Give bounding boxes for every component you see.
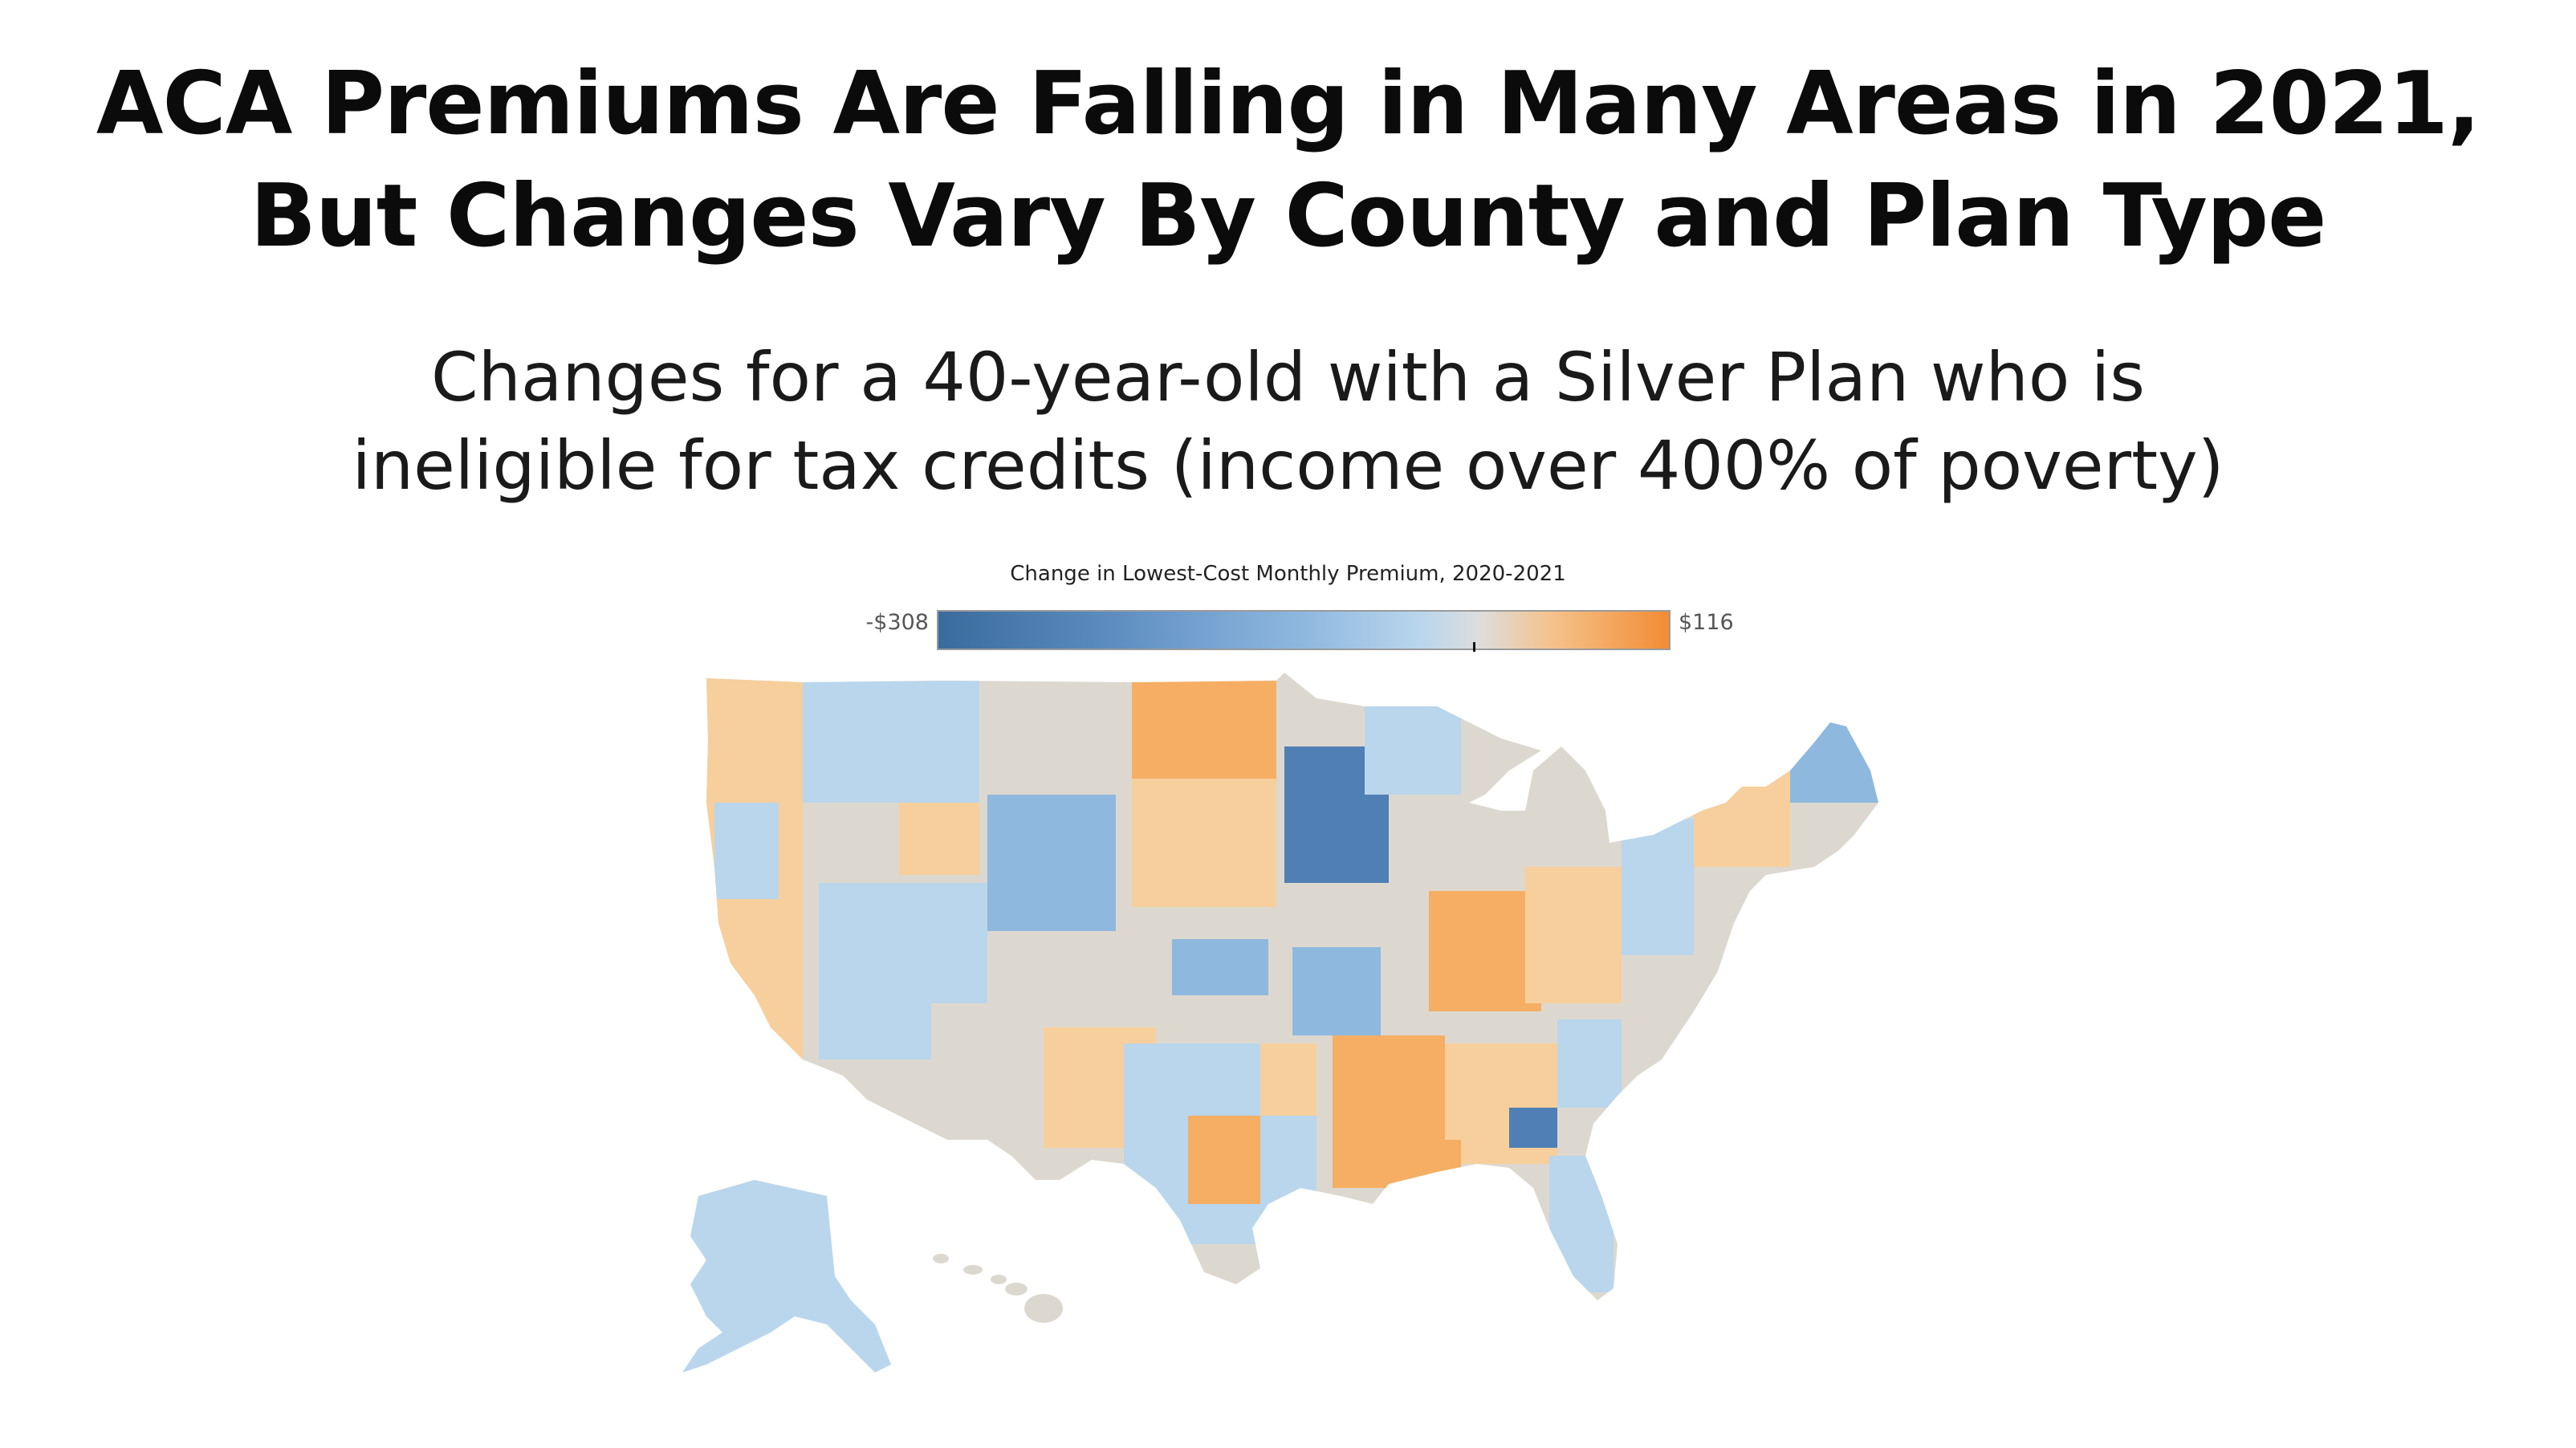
region-arizona [931, 1003, 1044, 1124]
subtitle-line-1: Changes for a 40-year-old with a Silver … [430, 338, 2146, 417]
page-title-line-2: But Changes Vary By County and Plan Type [250, 166, 2327, 266]
legend-min-label: -$308 [865, 610, 929, 635]
hawaii-island-3 [991, 1275, 1007, 1284]
region-texas-central [1188, 1116, 1260, 1204]
region-pennsylvania [1622, 819, 1694, 955]
contiguous-us [706, 673, 1878, 1300]
color-legend: Change in Lowest-Cost Monthly Premium, 2… [0, 562, 2576, 658]
legend-zero-tick [1473, 642, 1475, 652]
region-ohio-kentucky [1525, 867, 1622, 1003]
alaska [682, 1180, 891, 1373]
region-northwest [803, 674, 979, 803]
region-gulf-coast [1405, 1140, 1461, 1188]
hawaii-big-island [1024, 1294, 1063, 1323]
region-wisconsin [1365, 698, 1461, 795]
subtitle-block: Changes for a 40-year-old with a Silver … [0, 333, 2576, 510]
page-title-line-1: ACA Premiums Are Falling in Many Areas i… [96, 54, 2480, 154]
region-carolinas [1557, 1019, 1622, 1108]
region-maine [1790, 714, 1878, 803]
title-block: ACA Premiums Are Falling in Many Areas i… [0, 48, 2576, 273]
region-georgia-dark [1509, 1108, 1557, 1148]
region-florida [1549, 1156, 1614, 1292]
region-kansas-east [1172, 939, 1268, 995]
legend-title: Change in Lowest-Cost Monthly Premium, 2… [1010, 562, 1566, 586]
region-california-north [714, 803, 779, 899]
hawaii-island-2 [963, 1265, 983, 1275]
region-wyoming [987, 795, 1116, 931]
region-illinois-indiana [1429, 891, 1541, 1011]
region-utah-north [899, 803, 979, 875]
region-oklahoma-east [1260, 1043, 1316, 1116]
hawaii-island-1 [933, 1254, 949, 1263]
region-north-dakota [1132, 674, 1276, 779]
hawaii-island-4 [1005, 1283, 1028, 1295]
region-new-york [1694, 771, 1790, 867]
region-south-dakota-nebraska [1132, 779, 1276, 907]
legend-max-label: $116 [1679, 610, 1734, 635]
subtitle-line-2: ineligible for tax credits (income over … [352, 426, 2224, 505]
alaska-fill [682, 1180, 891, 1373]
hawaii [933, 1254, 1063, 1323]
legend-gradient-bar [937, 610, 1671, 650]
region-missouri [1292, 947, 1381, 1035]
